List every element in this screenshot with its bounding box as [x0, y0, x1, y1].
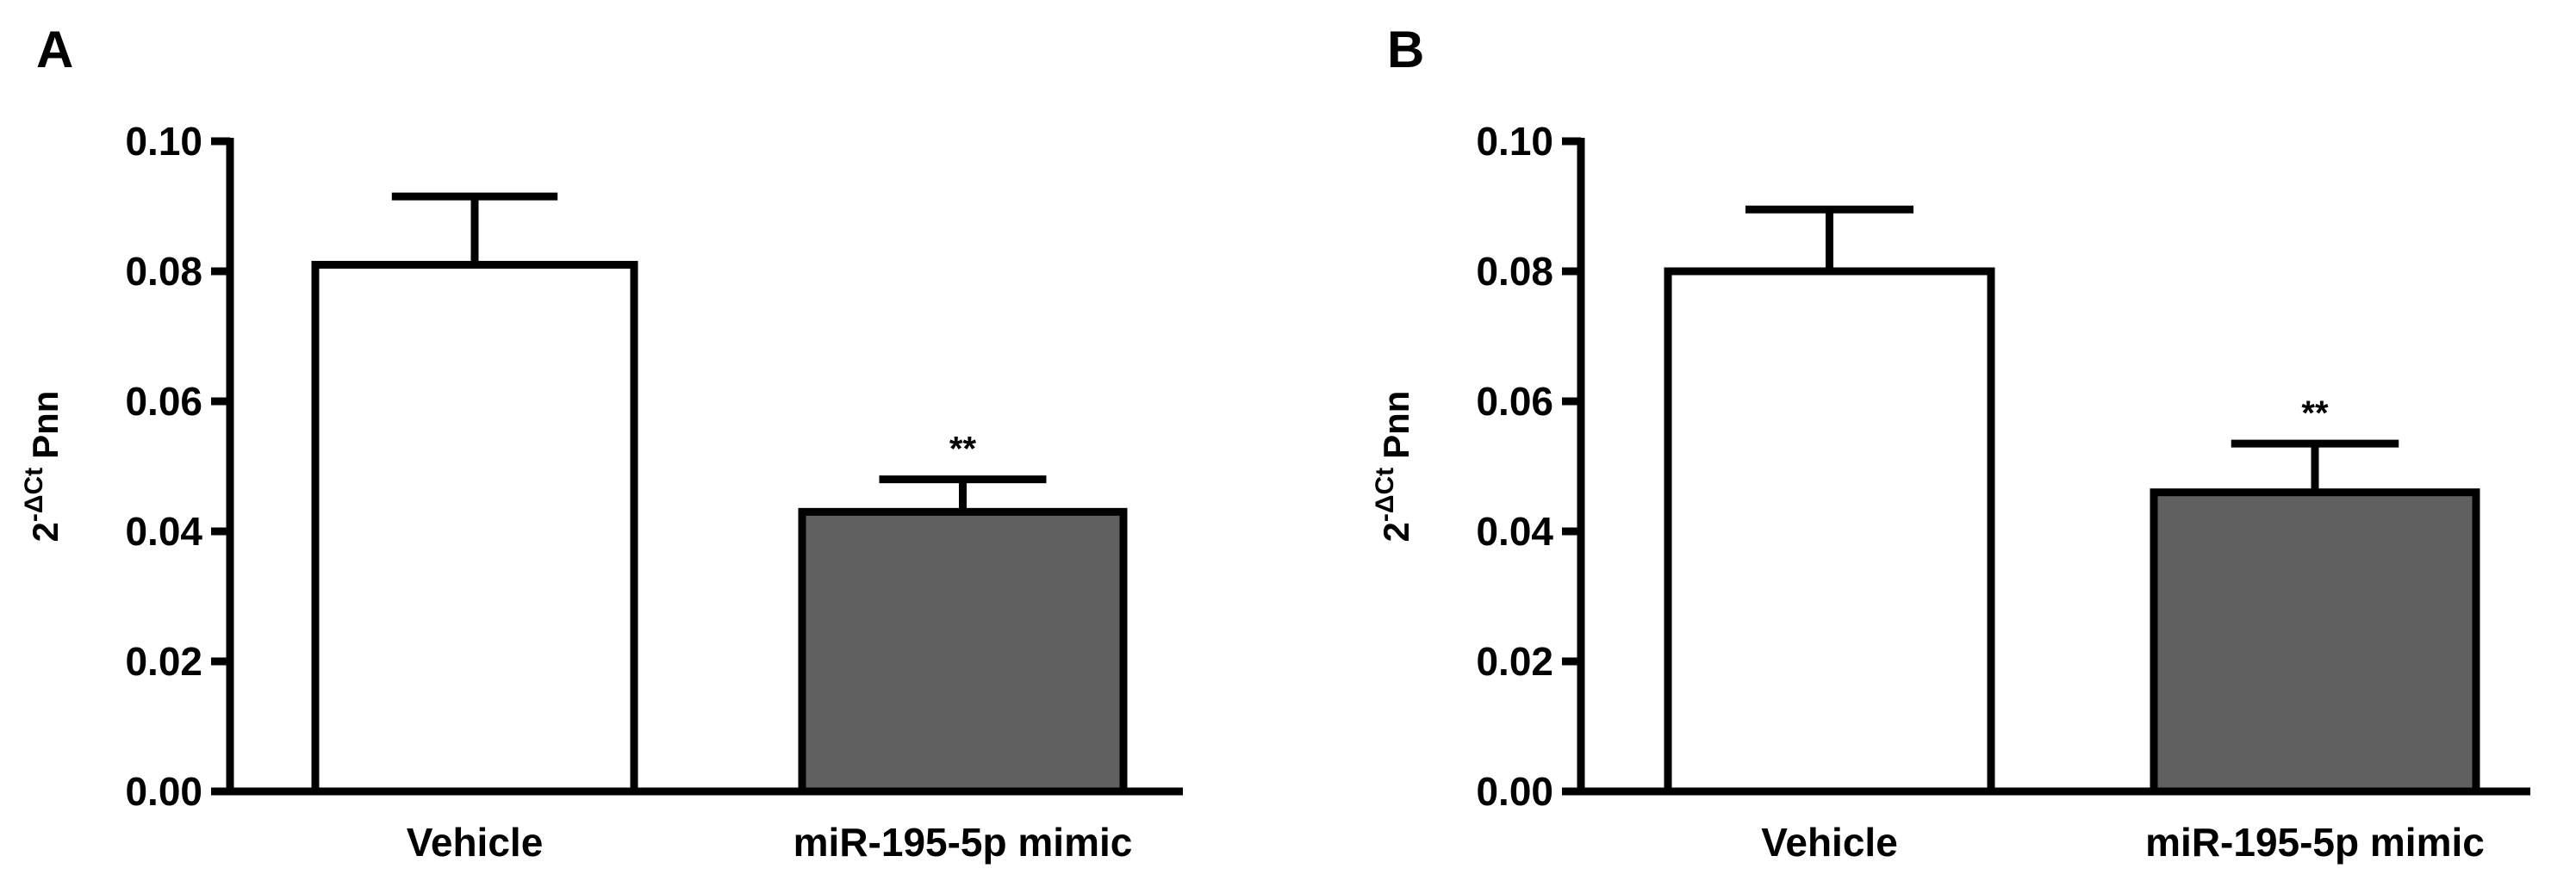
- x-tick-label: miR-195-5p mimic: [793, 820, 1133, 865]
- y-label-sup: -ΔCt: [1371, 468, 1399, 522]
- significance: **: [949, 431, 977, 468]
- significance: **: [2301, 394, 2329, 432]
- y-tick-label: 0.06: [125, 379, 202, 424]
- y-tick-label: 0.02: [1476, 639, 1553, 684]
- x-tick-label: Vehicle: [1761, 820, 1898, 865]
- x-tick-label: Vehicle: [407, 820, 544, 865]
- y-tick-label: 0.10: [125, 119, 202, 164]
- y-label-text: Pnn: [25, 391, 65, 459]
- bar: [2150, 488, 2480, 796]
- y-label-sup: -ΔCt: [20, 468, 48, 522]
- panel-label: B: [1387, 21, 1424, 78]
- y-tick-label: 0.00: [125, 769, 202, 814]
- y-tick-label: 0.10: [1476, 119, 1553, 164]
- y-label-base: 2: [25, 522, 65, 542]
- y-tick-label: 0.02: [125, 639, 202, 684]
- x-tick-label: miR-195-5p mimic: [2145, 820, 2485, 865]
- y-label-base: 2: [1376, 522, 1416, 542]
- y-tick-label: 0.04: [1476, 509, 1553, 554]
- y-tick-label: 0.00: [1476, 769, 1553, 814]
- y-tick-label: 0.04: [125, 509, 202, 554]
- y-tick-label: 0.08: [125, 249, 202, 294]
- bar: [311, 260, 638, 796]
- y-axis-label: 2-ΔCt Pnn: [1371, 391, 1416, 543]
- y-label-text: Pnn: [1376, 391, 1416, 459]
- y-axis-label: 2-ΔCt Pnn: [20, 391, 65, 543]
- panel-label: A: [36, 21, 73, 78]
- bar: [798, 507, 1128, 796]
- y-tick-label: 0.08: [1476, 249, 1553, 294]
- y-tick-label: 0.06: [1476, 379, 1553, 424]
- bar: [1664, 267, 1995, 796]
